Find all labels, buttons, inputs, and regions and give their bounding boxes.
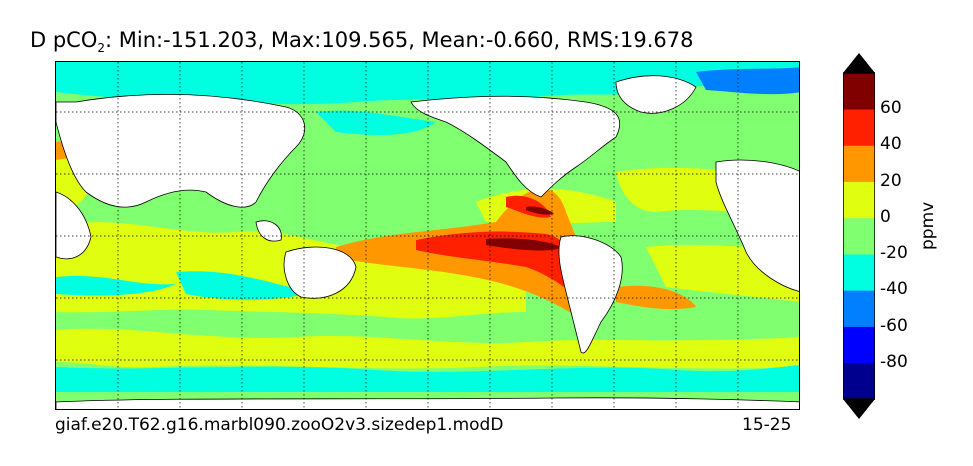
colorbar-segment bbox=[843, 109, 875, 146]
africa-west bbox=[715, 159, 799, 292]
colorbar-tick-label: 20 bbox=[880, 170, 902, 191]
colorbar-over-arrow bbox=[843, 53, 875, 73]
colorbar-segment bbox=[843, 362, 875, 400]
australia bbox=[283, 246, 357, 299]
colorbar-frame bbox=[843, 72, 875, 400]
continents bbox=[56, 75, 799, 409]
australia-cyan bbox=[176, 271, 316, 300]
indian-cyan bbox=[56, 275, 176, 296]
equatorial-darkred bbox=[486, 238, 561, 251]
map-panel bbox=[55, 61, 800, 410]
north-atlantic-blue bbox=[696, 67, 799, 95]
north-pacific-cyan bbox=[316, 110, 436, 135]
colorbar-tick-label: -80 bbox=[880, 351, 908, 372]
years-caption: 15-25 bbox=[742, 415, 792, 435]
colorbar-under-arrow bbox=[843, 399, 875, 419]
colorbar-tick-label: 40 bbox=[880, 134, 902, 155]
plot-title: D pCO2: Min:-151.203, Max:109.565, Mean:… bbox=[30, 28, 694, 56]
colorbar-segment bbox=[843, 254, 875, 291]
central-america-darkred bbox=[526, 206, 554, 215]
colorbar-label: ppmv bbox=[918, 201, 938, 250]
north-america bbox=[410, 95, 621, 198]
colorbar-tick-label: 0 bbox=[880, 206, 891, 227]
greenland bbox=[615, 75, 697, 114]
case-name-caption: giaf.e20.T62.g16.marbl090.zooO2v3.sizede… bbox=[55, 415, 504, 435]
colorbar-segment bbox=[843, 145, 875, 182]
colorbar-segment bbox=[843, 326, 875, 364]
equatorial-orange bbox=[336, 188, 597, 332]
arctic-cyan bbox=[56, 62, 799, 105]
colorbar-tick-label: -60 bbox=[880, 315, 908, 336]
antarctica bbox=[56, 397, 799, 409]
pco2-map bbox=[56, 62, 799, 409]
gridlines bbox=[56, 62, 799, 409]
colorbar-segment bbox=[843, 290, 875, 327]
maritime-continent bbox=[255, 220, 282, 242]
equatorial-red bbox=[416, 231, 591, 307]
colorbar-tick-label: 60 bbox=[880, 98, 902, 119]
colorbar bbox=[843, 53, 875, 419]
colorbar-tick-label: -40 bbox=[880, 279, 908, 300]
colorbar-segment bbox=[843, 217, 875, 255]
colorbar-segment bbox=[843, 73, 875, 110]
south-america bbox=[558, 235, 623, 354]
colorbar-tick-label: -20 bbox=[880, 243, 908, 264]
colorbar-segment bbox=[843, 181, 875, 219]
africa-east bbox=[56, 191, 92, 260]
